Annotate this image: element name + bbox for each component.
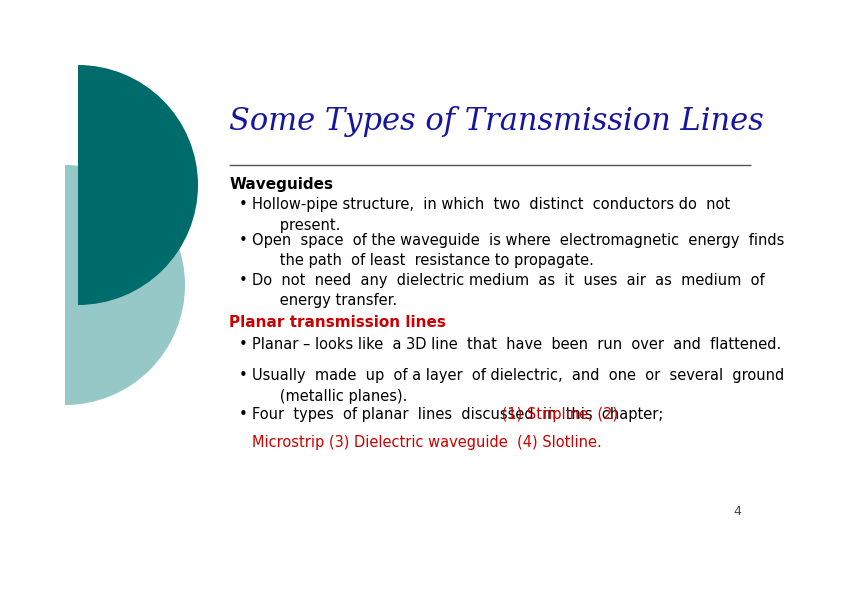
Text: •: • bbox=[239, 273, 248, 288]
Text: •: • bbox=[239, 368, 248, 383]
Text: 4: 4 bbox=[733, 505, 742, 518]
Text: •: • bbox=[239, 233, 248, 248]
Text: Do  not  need  any  dielectric medium  as  it  uses  air  as  medium  of
      e: Do not need any dielectric medium as it … bbox=[252, 273, 765, 308]
Text: Open  space  of the waveguide  is where  electromagnetic  energy  finds
      th: Open space of the waveguide is where ele… bbox=[252, 233, 785, 268]
Text: (1) Stripline, (2): (1) Stripline, (2) bbox=[498, 407, 619, 422]
Wedge shape bbox=[78, 65, 198, 305]
Text: Waveguides: Waveguides bbox=[229, 177, 333, 192]
Text: Four  types  of planar  lines  discussed  in  this  chapter;: Four types of planar lines discussed in … bbox=[252, 407, 663, 422]
Text: Planar – looks like  a 3D line  that  have  been  run  over  and  flattened.: Planar – looks like a 3D line that have … bbox=[252, 337, 781, 352]
Text: Planar transmission lines: Planar transmission lines bbox=[229, 315, 446, 330]
Text: •: • bbox=[239, 337, 248, 352]
Text: Microstrip (3) Dielectric waveguide  (4) Slotline.: Microstrip (3) Dielectric waveguide (4) … bbox=[252, 435, 602, 450]
Text: Usually  made  up  of a layer  of dielectric,  and  one  or  several  ground
   : Usually made up of a layer of dielectric… bbox=[252, 368, 785, 403]
Text: •: • bbox=[239, 198, 248, 212]
Text: Some Types of Transmission Lines: Some Types of Transmission Lines bbox=[229, 106, 764, 137]
Text: Hollow-pipe structure,  in which  two  distinct  conductors do  not
      presen: Hollow-pipe structure, in which two dist… bbox=[252, 198, 730, 233]
Text: •: • bbox=[239, 407, 248, 422]
Wedge shape bbox=[65, 165, 185, 405]
